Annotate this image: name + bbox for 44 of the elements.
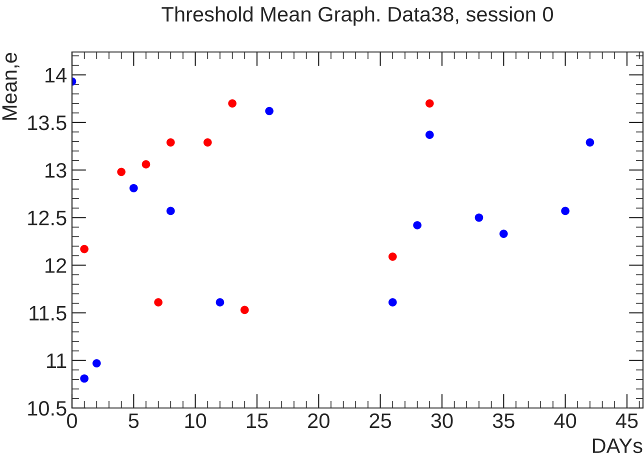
x-axis-title: DAYs bbox=[592, 438, 642, 454]
point bbox=[561, 206, 570, 216]
point bbox=[265, 106, 274, 116]
y-tick-label: 11 bbox=[47, 354, 66, 368]
point bbox=[117, 168, 126, 176]
x-tick-label: 0 bbox=[67, 413, 77, 428]
point bbox=[425, 130, 434, 139]
point bbox=[499, 230, 508, 238]
point bbox=[154, 298, 162, 307]
point bbox=[228, 99, 236, 108]
y-tick-label: 13 bbox=[46, 163, 66, 178]
point bbox=[80, 244, 88, 254]
point bbox=[425, 99, 434, 108]
point bbox=[129, 184, 138, 192]
point bbox=[216, 298, 224, 307]
point bbox=[240, 306, 249, 314]
point bbox=[586, 138, 594, 147]
y-tick-label: 14 bbox=[46, 68, 67, 82]
point bbox=[142, 160, 150, 168]
point bbox=[203, 138, 212, 147]
point bbox=[388, 252, 397, 261]
point bbox=[92, 359, 101, 368]
x-tick-label: 20 bbox=[308, 413, 330, 428]
point bbox=[166, 206, 175, 216]
x-tick-label: 15 bbox=[246, 414, 268, 428]
y-tick-label: 11.5 bbox=[30, 306, 66, 321]
x-tick-label: 25 bbox=[370, 413, 392, 428]
x-tick-label: 45 bbox=[616, 414, 638, 428]
point bbox=[474, 213, 484, 222]
point bbox=[166, 138, 175, 147]
x-tick-label: 30 bbox=[431, 413, 453, 428]
point bbox=[80, 374, 88, 383]
x-tick-label: 35 bbox=[492, 413, 514, 428]
x-tick-label: 40 bbox=[554, 413, 576, 428]
y-tick-label: 13.5 bbox=[28, 115, 66, 130]
point bbox=[388, 298, 397, 307]
y-tick-label: 12.5 bbox=[28, 210, 66, 226]
x-tick-label: 10 bbox=[185, 413, 206, 428]
point bbox=[413, 221, 422, 230]
x-tick-label: 5 bbox=[128, 414, 139, 428]
y-tick-label: 12 bbox=[46, 258, 66, 273]
chart-title: Threshold Mean Graph. Data38, session 0 bbox=[162, 6, 553, 26]
y-axis-title: Mean,e bbox=[2, 52, 20, 120]
y-tick-label: 10.5 bbox=[28, 401, 66, 416]
